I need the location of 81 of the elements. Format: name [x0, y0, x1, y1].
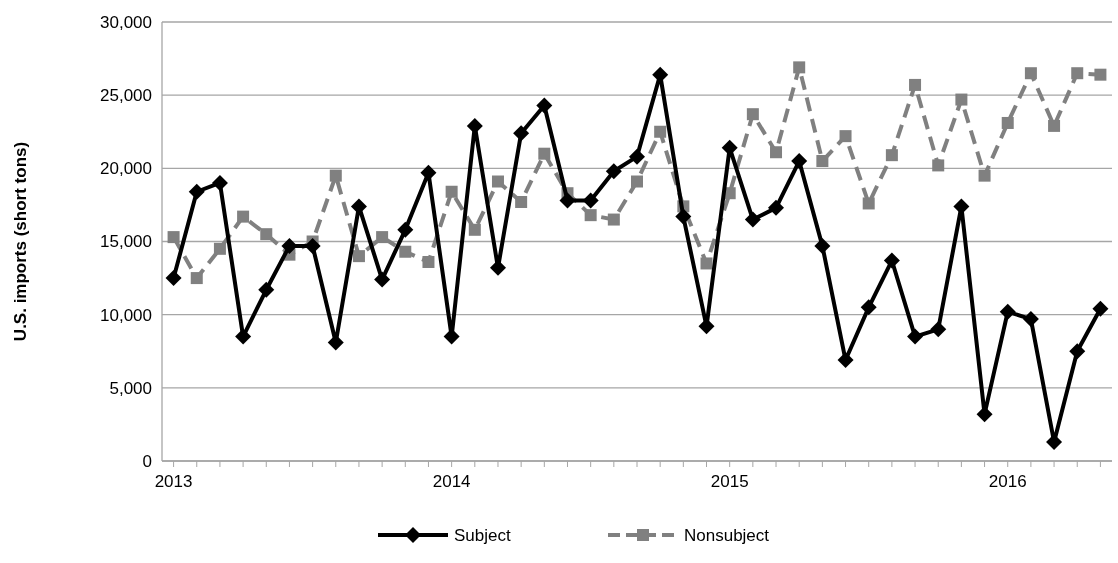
point: [860, 299, 877, 316]
x-tick-label: 2014: [432, 472, 471, 491]
point: [955, 93, 968, 106]
y-axis-title: U.S. imports (short tons): [11, 141, 30, 342]
point: [932, 159, 945, 172]
point: [376, 231, 389, 244]
y-tick-label: 25,000: [100, 86, 152, 106]
point: [816, 155, 829, 168]
point: [399, 245, 412, 258]
point: [374, 271, 391, 288]
point: [631, 175, 643, 188]
point: [770, 146, 783, 159]
legend-label: Subject: [454, 525, 511, 545]
y-tick-label: 10,000: [100, 305, 152, 325]
point: [515, 195, 528, 208]
point: [1092, 300, 1109, 317]
x-tick-label: 2013: [154, 472, 193, 491]
point: [352, 250, 365, 263]
point: [744, 211, 761, 228]
point: [837, 352, 854, 369]
point: [814, 237, 831, 254]
point: [1048, 119, 1061, 132]
point: [885, 149, 898, 162]
point: [258, 281, 275, 298]
point: [746, 108, 759, 121]
point: [559, 192, 576, 209]
point: [999, 303, 1016, 320]
point: [698, 318, 715, 335]
point: [930, 321, 947, 338]
point: [793, 61, 806, 74]
point: [190, 272, 203, 285]
point: [329, 169, 342, 182]
point: [188, 183, 205, 200]
point: [675, 208, 692, 225]
point: [605, 163, 622, 180]
legend-label: Nonsubject: [684, 525, 770, 545]
point: [1022, 311, 1039, 328]
point: [281, 237, 298, 254]
point: [909, 78, 922, 91]
point: [978, 169, 991, 182]
point: [466, 117, 483, 134]
point: [654, 125, 667, 138]
point: [260, 228, 273, 241]
point: [235, 328, 252, 345]
point: [629, 148, 645, 165]
point: [167, 231, 180, 244]
point: [1069, 343, 1086, 360]
y-tick-label: 0: [142, 451, 152, 471]
y-tick-label: 5,000: [109, 378, 152, 398]
point: [584, 209, 597, 222]
point: [213, 242, 226, 255]
y-tick-label: 30,000: [100, 12, 152, 32]
point: [1001, 116, 1014, 129]
point: [165, 270, 182, 287]
point: [607, 213, 620, 226]
point: [538, 147, 551, 160]
point: [700, 257, 713, 270]
point: [582, 192, 599, 209]
point: [422, 255, 435, 268]
point: [397, 221, 414, 238]
x-tick-label: 2016: [988, 472, 1027, 491]
point: [304, 237, 321, 254]
point: [1094, 68, 1107, 81]
point: [513, 125, 530, 142]
point: [791, 153, 808, 170]
point: [907, 328, 924, 345]
point: [862, 197, 875, 210]
point: [883, 252, 900, 269]
point: [211, 174, 228, 191]
point: [1071, 67, 1084, 80]
point: [839, 130, 852, 143]
point: [768, 199, 785, 216]
point: [468, 223, 481, 236]
x-tick-label: 2015: [710, 472, 749, 491]
y-tick-label: 20,000: [100, 159, 152, 179]
point: [237, 210, 250, 223]
point: [491, 175, 504, 188]
point: [445, 185, 458, 198]
point: [536, 97, 553, 114]
point: [1024, 67, 1037, 80]
y-tick-label: 15,000: [100, 232, 152, 252]
